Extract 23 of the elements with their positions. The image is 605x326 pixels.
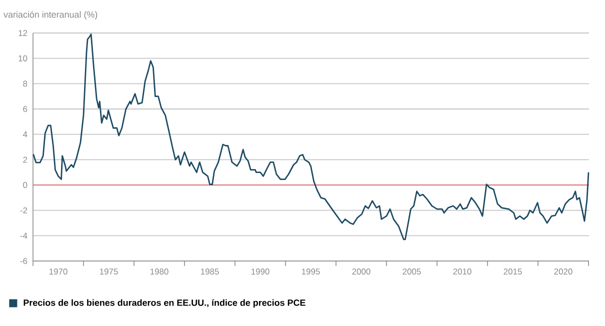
y-tick-label: -6 xyxy=(20,258,28,264)
x-tick-label: 1990 xyxy=(251,268,270,275)
x-tick-label: 1995 xyxy=(302,268,320,275)
x-tick-label: 2020 xyxy=(554,268,572,275)
x-tick-label: 2000 xyxy=(352,268,370,275)
y-axis-title: variación interanual (%) xyxy=(4,11,98,20)
y-tick-label: 0 xyxy=(23,182,28,188)
x-tick-label: 1980 xyxy=(150,268,168,275)
y-tick-label: -4 xyxy=(20,232,28,239)
y-tick-label: 10 xyxy=(18,55,28,62)
legend-label: Precios de los bienes duraderos en EE.UU., índice de precios PCE xyxy=(24,299,306,308)
x-tick-label: 1985 xyxy=(200,268,219,275)
x-tick-label: 1970 xyxy=(49,268,68,275)
y-tick-label: -2 xyxy=(20,207,28,214)
x-tick-label: 1975 xyxy=(100,268,118,275)
y-tick-label: 6 xyxy=(23,106,28,112)
x-tick-label: 2005 xyxy=(402,268,421,275)
y-tick-label: 8 xyxy=(23,80,28,87)
x-tick-label: 2010 xyxy=(453,268,472,275)
y-tick-label: 4 xyxy=(22,131,28,138)
y-tick-label: 12 xyxy=(18,30,28,36)
y-tick-label: 2 xyxy=(23,156,28,163)
x-tick-label: 2015 xyxy=(504,268,522,275)
